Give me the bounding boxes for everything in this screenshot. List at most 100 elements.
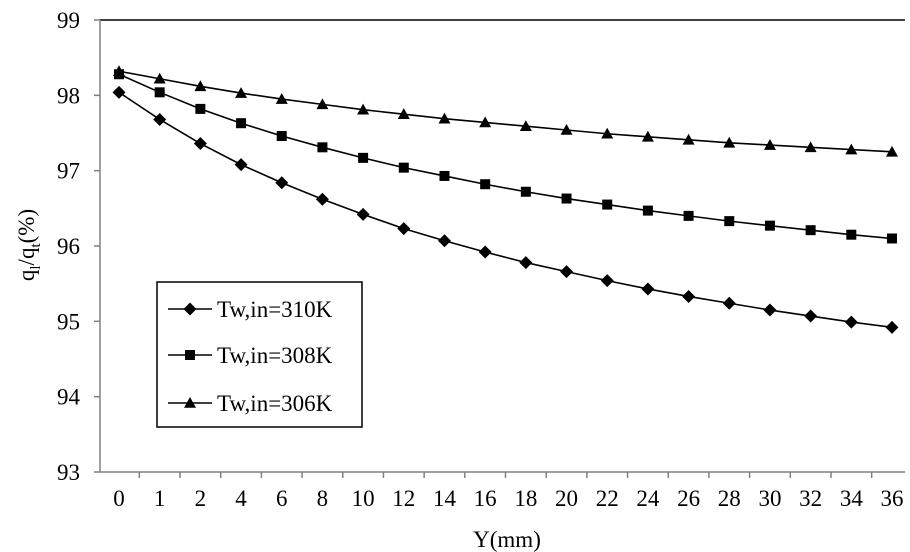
data-point: [519, 120, 532, 132]
data-point: [722, 296, 736, 310]
legend-entry: Tw,in=310K: [168, 297, 333, 322]
legend-entry: Tw,in=306K: [168, 391, 333, 416]
data-point: [763, 303, 777, 317]
data-point: [723, 136, 736, 148]
legend-entry: Tw,in=308K: [168, 343, 333, 368]
y-tick-label: 95: [57, 309, 80, 334]
series-square: [114, 69, 897, 244]
data-point: [480, 179, 491, 190]
y-tick-label: 94: [57, 385, 81, 410]
y-axis-label: ql/qt(%): [14, 209, 44, 281]
x-tick-label: 4: [235, 486, 247, 511]
data-point: [600, 274, 614, 288]
data-point: [682, 289, 696, 303]
y-tick-label: 98: [57, 83, 80, 108]
x-tick-label: 20: [555, 486, 578, 511]
data-point: [642, 205, 653, 216]
data-point: [398, 162, 409, 173]
x-tick-label: 0: [113, 486, 125, 511]
x-tick-label: 30: [758, 486, 781, 511]
data-point: [560, 123, 573, 135]
series-triangle: [113, 65, 898, 157]
data-point: [397, 108, 410, 119]
data-point: [845, 143, 858, 155]
data-point: [805, 225, 816, 236]
x-tick-label: 6: [276, 486, 288, 511]
legend-marker: [184, 397, 196, 408]
y-tick-label: 99: [57, 8, 80, 33]
data-point: [846, 229, 857, 240]
series-diamond: [112, 85, 899, 334]
data-point: [316, 98, 329, 110]
data-point: [236, 118, 247, 129]
data-point: [683, 210, 694, 221]
data-point: [153, 72, 166, 84]
x-tick-label: 16: [474, 486, 497, 511]
x-tick-label: 26: [677, 486, 700, 511]
data-point: [641, 282, 655, 296]
data-point: [519, 256, 533, 270]
y-axis-ticks: 93 94 95 96 97 98 99: [57, 8, 100, 485]
legend-marker: [183, 302, 197, 316]
data-point: [682, 133, 695, 145]
data-point: [520, 186, 531, 197]
data-point: [112, 85, 126, 99]
y-axis-label-main: q: [14, 269, 39, 281]
x-tick-label: 36: [881, 486, 904, 511]
data-point: [601, 127, 614, 139]
data-point: [194, 80, 207, 92]
y-axis-label-unit: (%): [14, 209, 39, 243]
data-point: [357, 103, 370, 115]
data-point: [886, 145, 898, 157]
data-point: [641, 130, 654, 142]
x-tick-label: 8: [317, 486, 329, 511]
data-point: [315, 192, 329, 206]
x-tick-label: 2: [195, 486, 207, 511]
x-tick-label: 10: [352, 486, 375, 511]
x-tick-label: 14: [433, 486, 457, 511]
data-point: [153, 112, 167, 126]
data-point: [438, 112, 451, 124]
series-line: [118, 70, 893, 153]
data-point: [602, 199, 613, 210]
x-axis-ticks: 0 1 2 4 6 8 10 12 14 16 18 20 22 24 26 28 30 32 34 36: [113, 472, 904, 511]
data-point: [479, 116, 492, 128]
data-point: [113, 65, 125, 77]
series-layer: [112, 65, 899, 334]
data-point: [195, 103, 206, 114]
data-point: [437, 234, 451, 248]
data-point: [804, 309, 818, 323]
x-tick-label: 22: [596, 486, 619, 511]
data-point: [276, 131, 287, 142]
data-point: [193, 137, 207, 151]
legend-label: Tw,in=306K: [217, 391, 333, 416]
data-point: [356, 207, 370, 221]
data-point: [358, 152, 369, 163]
y-axis-label-sub1: l: [28, 265, 44, 269]
data-point: [763, 139, 776, 150]
data-point: [154, 87, 165, 98]
data-point: [478, 245, 492, 259]
data-point: [275, 93, 288, 104]
data-point: [561, 193, 572, 204]
x-tick-label: 32: [799, 486, 822, 511]
x-tick-label: 12: [392, 486, 415, 511]
x-tick-label: 24: [636, 486, 660, 511]
data-point: [885, 320, 899, 334]
x-tick-label: 18: [514, 486, 537, 511]
data-point: [804, 141, 817, 153]
x-tick-label: 28: [718, 486, 741, 511]
data-point: [234, 158, 248, 172]
legend-label: Tw,in=308K: [217, 343, 333, 368]
y-tick-label: 97: [57, 159, 80, 184]
data-point: [844, 315, 858, 329]
legend-marker: [185, 350, 195, 360]
series-line: [118, 73, 893, 240]
data-point: [275, 176, 289, 190]
y-axis-label-sep: /q: [14, 247, 39, 265]
data-point: [439, 170, 450, 181]
x-axis-label: Y(mm): [473, 527, 541, 552]
x-tick-label: 1: [154, 486, 166, 511]
legend-label: Tw,in=310K: [217, 297, 333, 322]
